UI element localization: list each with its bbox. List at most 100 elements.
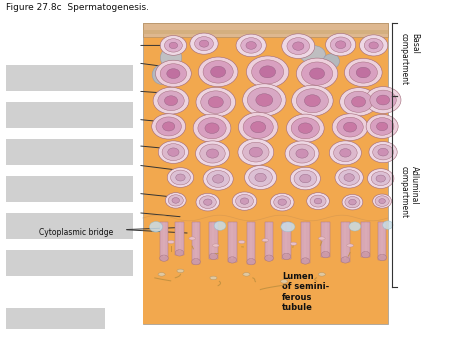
Ellipse shape [168,148,179,156]
Ellipse shape [241,38,262,53]
Ellipse shape [376,122,388,131]
Ellipse shape [243,84,286,116]
Ellipse shape [236,195,254,208]
Ellipse shape [201,91,231,113]
Ellipse shape [210,276,217,280]
Bar [341,222,350,262]
Ellipse shape [232,192,257,210]
Ellipse shape [168,240,174,244]
Ellipse shape [158,91,184,110]
Ellipse shape [199,196,216,208]
Bar [301,222,310,263]
Ellipse shape [349,200,356,205]
Bar [143,229,388,324]
Bar [6,213,133,239]
Ellipse shape [190,33,218,54]
Ellipse shape [378,148,388,156]
Ellipse shape [292,85,333,116]
Ellipse shape [298,123,312,133]
Text: Basal
compartment: Basal compartment [400,33,419,86]
Bar [160,222,168,260]
Bar [6,65,133,91]
Ellipse shape [212,244,219,247]
Ellipse shape [291,118,319,139]
Bar [6,139,133,165]
Bar [143,22,388,37]
Ellipse shape [373,194,392,208]
Ellipse shape [371,171,390,186]
Ellipse shape [198,57,238,87]
Ellipse shape [193,114,231,142]
Ellipse shape [318,273,325,276]
Ellipse shape [344,174,355,181]
Ellipse shape [282,253,291,260]
Ellipse shape [330,37,351,53]
Ellipse shape [153,87,189,114]
Ellipse shape [238,139,274,165]
Ellipse shape [167,168,194,187]
Ellipse shape [228,257,237,263]
Bar [143,29,388,34]
Ellipse shape [243,142,269,162]
Ellipse shape [246,42,256,49]
Text: Adluminal
compartment: Adluminal compartment [400,165,419,218]
Ellipse shape [300,45,325,63]
Bar [6,250,133,276]
Ellipse shape [172,198,180,203]
Ellipse shape [314,198,322,204]
Ellipse shape [310,195,326,207]
Ellipse shape [296,58,338,89]
Ellipse shape [175,250,184,256]
Ellipse shape [278,199,286,205]
Ellipse shape [247,258,255,265]
Ellipse shape [236,34,266,57]
Ellipse shape [160,64,187,83]
Ellipse shape [245,165,277,190]
Bar [143,22,388,324]
Ellipse shape [290,167,320,190]
Bar [282,222,291,258]
Ellipse shape [281,280,288,283]
Ellipse shape [212,175,224,183]
Ellipse shape [155,60,191,87]
Ellipse shape [307,193,329,209]
Bar [209,222,218,258]
Ellipse shape [345,91,373,112]
Ellipse shape [158,273,165,276]
Ellipse shape [256,94,273,106]
Ellipse shape [189,237,196,240]
Ellipse shape [296,89,328,113]
Ellipse shape [167,69,180,78]
Ellipse shape [378,254,386,261]
Ellipse shape [383,221,393,229]
Ellipse shape [376,175,385,182]
Ellipse shape [369,42,378,49]
Ellipse shape [162,144,185,160]
Ellipse shape [168,195,183,206]
Ellipse shape [356,67,370,78]
Ellipse shape [238,112,278,142]
Ellipse shape [347,244,354,247]
Bar [321,222,330,257]
Ellipse shape [365,87,401,113]
Bar [175,222,184,255]
Bar [361,222,370,257]
Ellipse shape [246,56,289,88]
Ellipse shape [292,42,304,50]
Ellipse shape [376,95,390,105]
Ellipse shape [207,170,229,187]
Ellipse shape [370,118,394,135]
Ellipse shape [323,54,339,69]
Bar [265,222,273,260]
Ellipse shape [359,35,388,56]
Text: Figure 27.8c  Spermatogenesis.: Figure 27.8c Spermatogenesis. [6,3,149,12]
Ellipse shape [262,239,269,242]
Ellipse shape [375,196,389,206]
Bar [6,176,133,202]
Bar [247,222,255,264]
Ellipse shape [290,242,297,245]
Ellipse shape [195,37,213,51]
Ellipse shape [349,222,361,231]
Ellipse shape [260,66,276,78]
Ellipse shape [334,144,357,162]
